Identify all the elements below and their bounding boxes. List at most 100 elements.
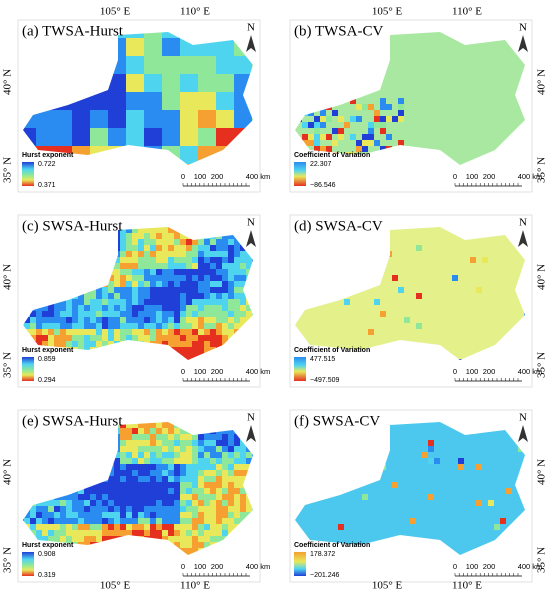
latitude-label: 35° N xyxy=(2,352,14,378)
grid-cell xyxy=(24,323,30,329)
grid-cell xyxy=(126,422,132,428)
grid-cell xyxy=(228,500,234,506)
grid-cell xyxy=(120,458,126,464)
grid-cell xyxy=(410,74,416,80)
grid-cell xyxy=(362,323,368,329)
north-label: N xyxy=(519,217,527,229)
grid-cell xyxy=(72,317,78,323)
grid-cell xyxy=(428,140,434,146)
grid-cell xyxy=(452,299,458,305)
grid-cell xyxy=(386,128,392,134)
grid-cell xyxy=(332,305,338,311)
grid-cell xyxy=(428,44,434,50)
grid-cell xyxy=(476,116,482,122)
grid-cell xyxy=(204,494,210,500)
grid-cell xyxy=(180,269,186,275)
grid-cell xyxy=(494,281,500,287)
grid-cell xyxy=(132,329,138,335)
grid-cell xyxy=(392,56,398,62)
grid-cell xyxy=(84,500,90,506)
grid-cell xyxy=(458,293,464,299)
grid-cell xyxy=(168,512,174,518)
grid-cell xyxy=(114,518,120,524)
grid-cell xyxy=(470,56,476,62)
grid-cell xyxy=(332,104,338,110)
grid-cell xyxy=(126,32,144,38)
grid-cell xyxy=(494,245,500,251)
grid-cell xyxy=(192,506,198,512)
grid-cell xyxy=(180,263,186,269)
grid-cell xyxy=(72,500,78,506)
grid-cell xyxy=(464,299,470,305)
grid-cell xyxy=(350,305,356,311)
grid-cell xyxy=(132,482,138,488)
grid-cell xyxy=(416,317,422,323)
grid-cell xyxy=(434,458,440,464)
grid-cell xyxy=(410,245,416,251)
grid-cell xyxy=(392,263,398,269)
grid-cell xyxy=(410,428,416,434)
grid-cell xyxy=(78,293,84,299)
grid-cell xyxy=(174,518,180,524)
grid-cell xyxy=(368,92,374,98)
grid-cell xyxy=(222,293,228,299)
grid-cell xyxy=(180,500,186,506)
grid-cell xyxy=(156,434,162,440)
grid-cell xyxy=(296,122,302,128)
grid-cell xyxy=(210,239,216,245)
grid-cell xyxy=(180,287,186,293)
grid-cell xyxy=(222,275,228,281)
grid-cell xyxy=(174,305,180,311)
grid-cell xyxy=(132,287,138,293)
grid-cell xyxy=(470,239,476,245)
grid-cell xyxy=(428,305,434,311)
grid-cell xyxy=(234,257,240,263)
grid-cell xyxy=(506,281,512,287)
grid-cell xyxy=(464,446,470,452)
grid-cell xyxy=(434,92,440,98)
grid-cell xyxy=(144,263,150,269)
grid-cell xyxy=(216,110,234,128)
grid-cell xyxy=(168,263,174,269)
grid-cell xyxy=(440,476,446,482)
north-label: N xyxy=(519,22,527,34)
grid-cell xyxy=(156,245,162,251)
grid-cell xyxy=(320,110,326,116)
grid-cell xyxy=(470,104,476,110)
grid-cell xyxy=(398,38,404,44)
scale-label: 400 km xyxy=(518,367,543,376)
grid-cell xyxy=(440,74,446,80)
grid-cell xyxy=(120,530,126,536)
grid-cell xyxy=(162,512,168,518)
grid-cell xyxy=(458,152,464,158)
grid-cell xyxy=(458,50,464,56)
grid-cell xyxy=(440,287,446,293)
grid-cell xyxy=(120,440,126,446)
grid-cell xyxy=(198,317,204,323)
grid-cell xyxy=(162,482,168,488)
grid-cell xyxy=(42,512,48,518)
grid-cell xyxy=(326,500,332,506)
grid-cell xyxy=(222,245,228,251)
grid-cell xyxy=(174,323,180,329)
grid-cell xyxy=(234,311,240,317)
grid-cell xyxy=(500,134,506,140)
grid-cell xyxy=(452,452,458,458)
grid-cell xyxy=(404,56,410,62)
grid-cell xyxy=(476,146,482,152)
grid-cell xyxy=(222,233,228,239)
grid-cell xyxy=(362,341,368,347)
grid-cell xyxy=(500,287,506,293)
grid-cell xyxy=(132,422,138,428)
grid-cell xyxy=(168,536,174,542)
scale-label: 0 xyxy=(181,367,185,376)
grid-cell xyxy=(476,506,482,512)
grid-cell xyxy=(476,287,482,293)
grid-cell xyxy=(368,305,374,311)
grid-cell xyxy=(422,488,428,494)
grid-cell xyxy=(428,257,434,263)
grid-cell xyxy=(198,299,204,305)
grid-cell xyxy=(120,323,126,329)
legend-max: 0.908 xyxy=(38,551,56,558)
grid-cell xyxy=(216,263,222,269)
